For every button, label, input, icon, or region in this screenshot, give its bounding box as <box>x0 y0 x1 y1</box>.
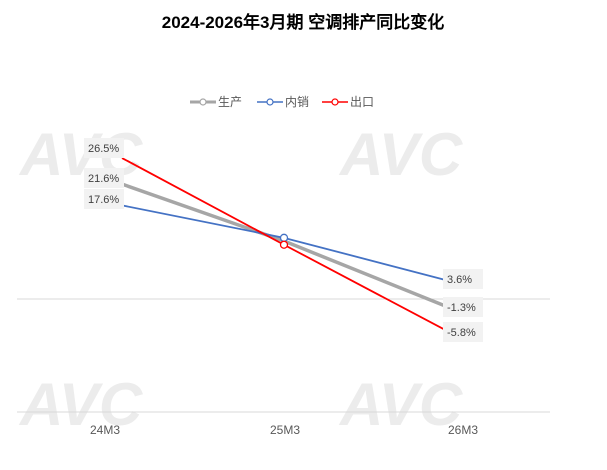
legend-label: 出口 <box>350 95 374 109</box>
data-point <box>279 233 289 242</box>
data-label: -5.8% <box>447 327 476 339</box>
legend-marker <box>199 98 207 106</box>
data-label: 17.6% <box>88 194 119 206</box>
legend-marker <box>266 98 274 106</box>
data-point <box>279 240 289 249</box>
x-tick-label: 24M3 <box>90 423 120 437</box>
chart-title: 2024-2026年3月期 空调排产同比变化 <box>162 12 444 32</box>
data-label: 26.5% <box>88 143 119 155</box>
data-label: -1.3% <box>447 302 476 314</box>
x-axis: 24M3 25M3 26M3 <box>17 298 550 437</box>
data-label: 3.6% <box>447 274 472 286</box>
data-labels: 21.6% -1.3% 17.6% 3.6% 26.5% -5.8% <box>84 138 483 342</box>
data-label-bg <box>84 138 124 158</box>
x-tick-label: 26M3 <box>448 423 478 437</box>
data-label-bg <box>84 189 124 209</box>
data-label-bg <box>84 168 124 188</box>
series-lines <box>121 157 446 331</box>
legend-label: 内销 <box>285 95 309 109</box>
legend-marker <box>331 98 339 106</box>
x-tick-label: 25M3 <box>270 423 300 437</box>
legend: 生产 内销 出口 <box>190 95 374 109</box>
data-label-bg <box>443 269 483 289</box>
data-label-bg <box>443 297 483 317</box>
legend-label: 生产 <box>218 95 242 109</box>
data-label: 21.6% <box>88 173 119 185</box>
data-label-bg <box>443 322 483 342</box>
